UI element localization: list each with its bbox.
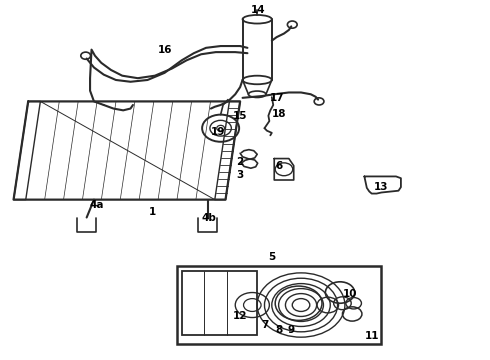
Text: 16: 16 [157,45,172,55]
Text: 2: 2 [237,157,244,167]
Text: 8: 8 [275,325,283,335]
Text: 18: 18 [272,109,286,119]
Text: 12: 12 [233,311,247,321]
Text: 3: 3 [237,170,244,180]
Text: 9: 9 [288,325,295,335]
Text: 4a: 4a [89,200,104,210]
Text: 1: 1 [149,207,156,217]
Bar [182,271,257,336]
Text: 11: 11 [365,332,379,342]
Bar [177,266,381,344]
Text: 4b: 4b [201,212,216,222]
Text: 15: 15 [233,111,247,121]
Text: 19: 19 [211,127,225,137]
Text: 7: 7 [261,320,268,330]
Text: 13: 13 [374,182,389,192]
Text: 17: 17 [270,93,284,103]
Text: 10: 10 [343,289,357,299]
Text: 6: 6 [275,161,283,171]
Text: 5: 5 [268,252,275,262]
Text: 14: 14 [251,5,266,15]
